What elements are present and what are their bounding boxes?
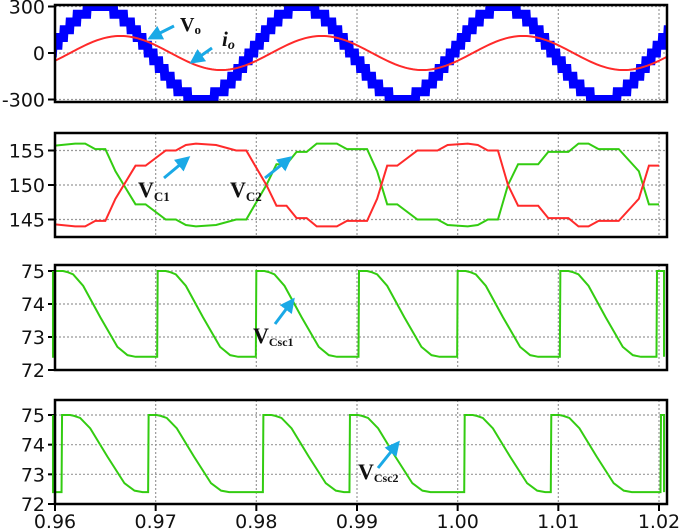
panel-3: 75 74 73 72: [21, 261, 669, 382]
svg-text:VCsc1: VCsc1: [253, 323, 294, 349]
x-tick-label: 0.99: [336, 511, 378, 529]
vcsc2-annotation: VCsc2: [358, 440, 400, 485]
svg-text:VCsc2: VCsc2: [358, 459, 399, 485]
x-tick-label: 1.00: [437, 511, 479, 529]
panel-frame: [53, 131, 669, 239]
y-tick-label: 72: [21, 360, 45, 382]
y-tick-label: 75: [21, 261, 45, 283]
svg-text:io: io: [222, 27, 235, 53]
vc1-annotation: VC1: [138, 156, 191, 204]
panel-frame: [53, 263, 669, 372]
y-tick-label: 145: [9, 210, 45, 232]
y-tick-label: 74: [21, 435, 45, 457]
vc2-series: [54, 142, 659, 228]
panel-1: 300 0 -300: [2, 0, 669, 112]
vcsc1-series: [51, 270, 666, 358]
y-tick-label: -300: [2, 90, 45, 112]
panel-2: 155 150 145: [9, 131, 669, 239]
vo-series: [55, 5, 667, 102]
x-tick-label: 0.96: [34, 511, 76, 529]
panel-frame: [53, 398, 669, 506]
x-tick-label: 0.98: [235, 511, 277, 529]
io-series: [55, 34, 667, 72]
y-tick-label: 0: [33, 43, 45, 65]
vcsc2-series: [51, 414, 666, 494]
io-annotation: io: [189, 27, 235, 64]
y-tick-label: 73: [21, 464, 45, 486]
y-tick-label: 300: [9, 0, 45, 19]
x-tick-label: 0.97: [135, 511, 177, 529]
vcsc1-annotation: VCsc1: [253, 297, 295, 349]
svg-text:VC2: VC2: [230, 177, 262, 204]
y-tick-label: 73: [21, 327, 45, 349]
y-tick-label: 155: [9, 141, 45, 163]
vc1-series: [54, 142, 659, 228]
vo-annotation: Vo: [147, 14, 201, 40]
vc2-annotation: VC2: [230, 156, 293, 204]
x-tick-label: 1.01: [537, 511, 579, 529]
panel-frame: [53, 3, 669, 104]
svg-text:VC1: VC1: [138, 177, 170, 204]
y-tick-label: 72: [21, 494, 45, 516]
y-tick-label: 75: [21, 405, 45, 427]
panel-4: 75 74 73 720.96 0.97 0.98 0.99 1.00 1.01 1.02: [21, 398, 680, 529]
svg-text:Vo: Vo: [180, 14, 201, 37]
y-tick-label: 150: [9, 175, 45, 197]
y-tick-label: 74: [21, 294, 45, 316]
x-tick-label: 1.02: [638, 511, 680, 529]
